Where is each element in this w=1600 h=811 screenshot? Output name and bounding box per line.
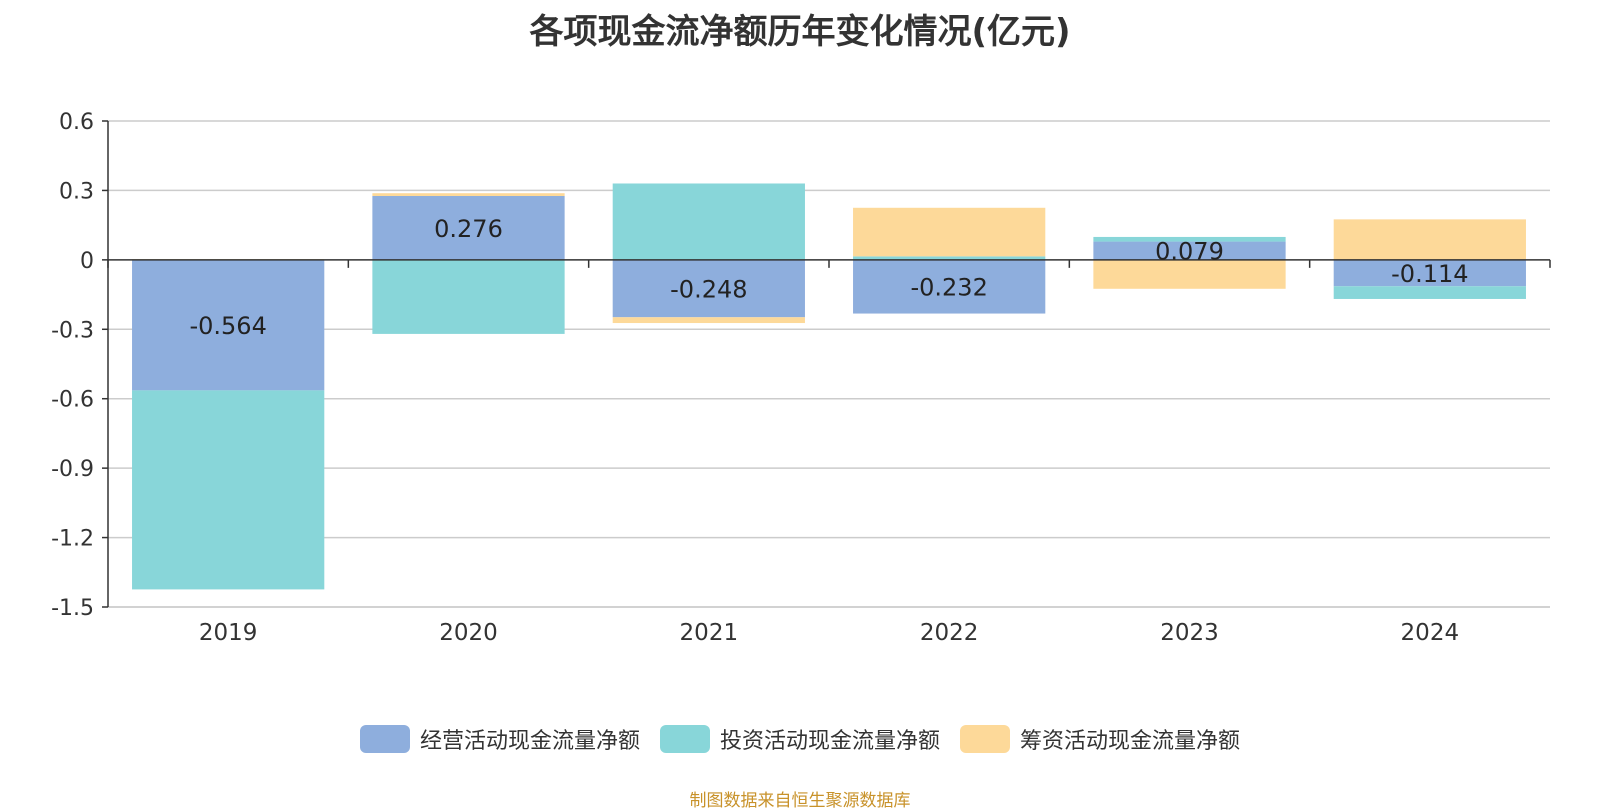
- x-tick-label: 2022: [920, 620, 979, 646]
- y-tick-label: 0: [80, 249, 94, 274]
- y-tick-label: -0.6: [51, 388, 94, 413]
- legend-label-financing: 筹资活动现金流量净额: [1020, 729, 1241, 754]
- bar-segment-investing-2021[interactable]: [612, 183, 805, 260]
- data-label: -0.114: [1391, 260, 1468, 288]
- bar-segment-operating-2019[interactable]: [132, 259, 325, 391]
- bar-segment-investing-2019[interactable]: [132, 390, 325, 590]
- grid-lines: [108, 120, 1550, 608]
- legend-swatch-operating: [359, 725, 410, 753]
- x-tick-label: 2024: [1401, 620, 1460, 646]
- x-tick-label: 2021: [680, 620, 739, 646]
- data-label: -0.248: [670, 276, 747, 304]
- x-tick-label: 2020: [439, 620, 498, 646]
- legend-label-operating: 经营活动现金流量净额: [419, 729, 640, 754]
- bars: [132, 183, 1526, 590]
- bar-segment-operating-2020[interactable]: [372, 195, 565, 260]
- bar-segment-financing-2021[interactable]: [612, 317, 805, 324]
- data-label: -0.232: [910, 274, 987, 302]
- data-label: 0.079: [1155, 238, 1224, 266]
- y-tick-label: -0.3: [51, 318, 94, 343]
- bar-segment-financing-2024[interactable]: [1333, 219, 1526, 260]
- bar-segment-investing-2023[interactable]: [1093, 236, 1286, 242]
- legend-swatch-financing: [960, 725, 1010, 753]
- x-tick-label: 2019: [199, 620, 258, 646]
- data-label: 0.276: [434, 215, 503, 243]
- legend-item-investing[interactable]: 投资活动现金流量净额: [659, 723, 940, 755]
- legend-swatch-investing: [659, 725, 710, 753]
- data-labels: -0.564 0.276 -0.248 -0.232 0.079 -0.114: [189, 215, 1468, 340]
- bar-segment-financing-2023[interactable]: [1093, 259, 1286, 289]
- y-tick-label: -1.5: [51, 596, 94, 621]
- bar-segment-investing-2020[interactable]: [372, 259, 565, 334]
- bar-segment-operating-2022[interactable]: [853, 259, 1046, 314]
- bar-segment-financing-2022[interactable]: [853, 207, 1046, 257]
- data-label: -0.564: [189, 312, 266, 340]
- legend-item-financing[interactable]: 筹资活动现金流量净额: [960, 723, 1240, 755]
- legend: 经营活动现金流量净额 投资活动现金流量净额 筹资活动现金流量净额: [0, 723, 1600, 755]
- legend-item-operating[interactable]: 经营活动现金流量净额: [359, 723, 640, 755]
- y-tick-label: -1.2: [51, 527, 94, 552]
- axes: 0.6 0.3 0 -0.3 -0.6 -0.9 -1.2 -1.5 2019 2020 2021 2…: [51, 110, 1551, 646]
- bar-segment-operating-2021[interactable]: [612, 259, 805, 318]
- x-tick-label: 2023: [1160, 620, 1219, 646]
- y-tick-label: 0.6: [59, 110, 94, 135]
- bar-segment-operating-2023[interactable]: [1093, 241, 1286, 260]
- bar-segment-investing-2024[interactable]: [1333, 286, 1526, 299]
- y-tick-label: 0.3: [59, 179, 94, 204]
- source-note: 制图数据来自恒生聚源数据库: [689, 791, 911, 811]
- bar-segment-investing-2022[interactable]: [853, 256, 1046, 260]
- bar-segment-financing-2020[interactable]: [372, 193, 565, 196]
- y-tick-label: -0.9: [51, 457, 94, 482]
- legend-label-investing: 投资活动现金流量净额: [719, 729, 940, 754]
- chart-title: 各项现金流净额历年变化情况(亿元): [529, 12, 1071, 52]
- bar-segment-operating-2024[interactable]: [1333, 259, 1526, 287]
